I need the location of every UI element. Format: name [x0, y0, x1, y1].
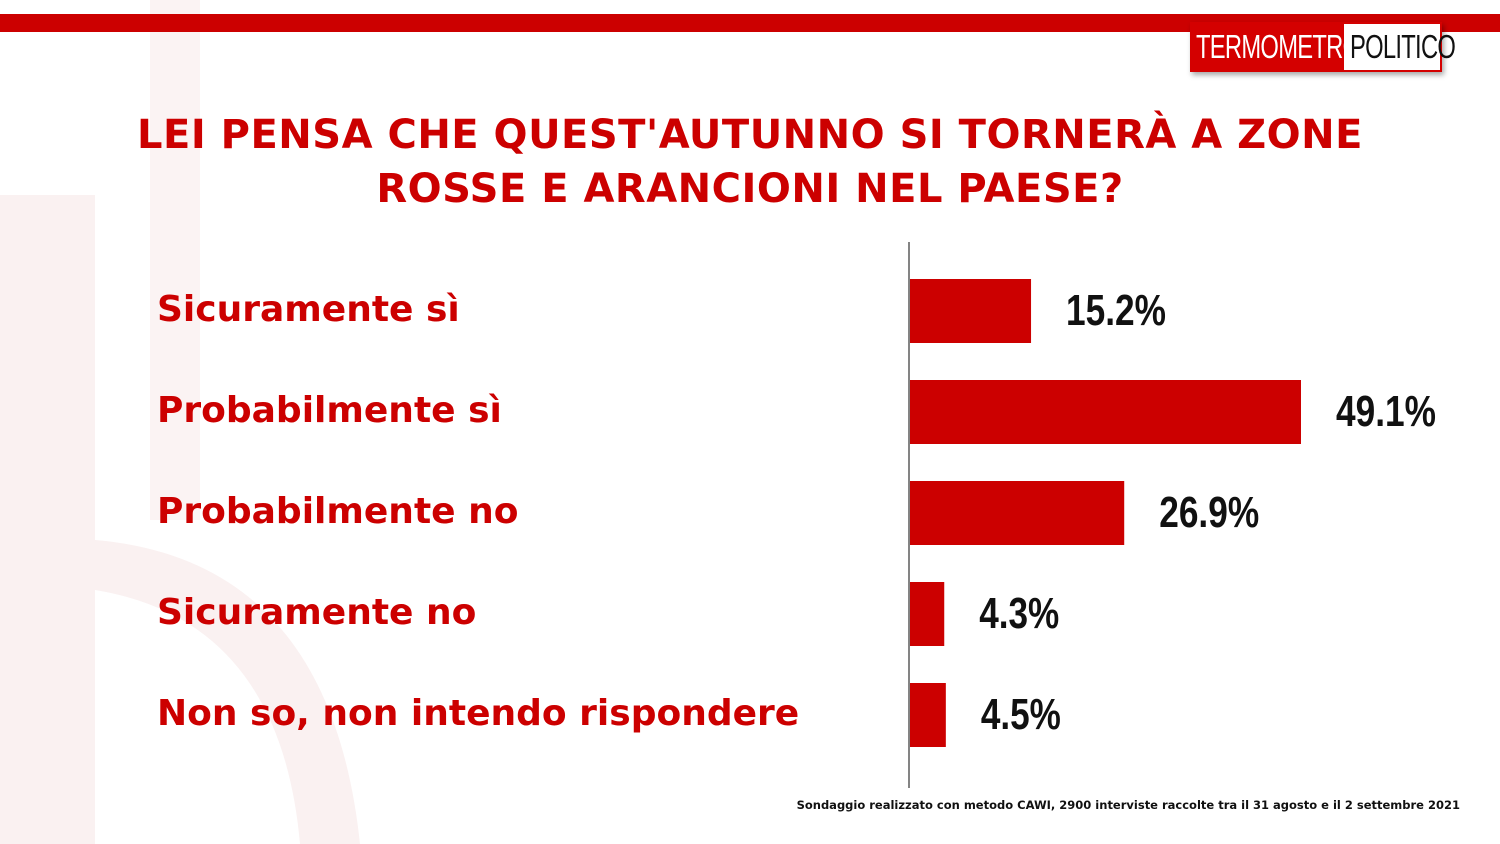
chart-title-line-1: LEI PENSA CHE QUEST'AUTUNNO SI TORNERÀ A…	[137, 112, 1363, 158]
category-label-4: Sicuramente no	[157, 592, 476, 633]
value-label-4: 4.3%	[979, 589, 1059, 638]
chart-title: LEI PENSA CHE QUEST'AUTUNNO SI TORNERÀ A…	[0, 108, 1500, 216]
bar-5	[910, 683, 946, 747]
category-label-1: Sicuramente sì	[157, 289, 460, 330]
category-label-2: Probabilmente sì	[157, 390, 502, 431]
logo-part-white: POLITICO	[1344, 22, 1456, 72]
bar-3	[910, 481, 1125, 545]
termometro-politico-logo: TERMOMETRO POLITICO	[1190, 22, 1456, 72]
category-label-3: Probabilmente no	[157, 491, 518, 532]
bar-4	[910, 582, 945, 646]
value-label-1: 15.2%	[1066, 286, 1166, 335]
logo-part-red: TERMOMETRO	[1190, 22, 1361, 72]
value-label-2: 49.1%	[1336, 387, 1436, 436]
value-label-5: 4.5%	[981, 690, 1061, 739]
survey-footnote: Sondaggio realizzato con metodo CAWI, 29…	[796, 798, 1460, 812]
category-label-5: Non so, non intendo rispondere	[157, 693, 799, 734]
chart-title-line-2: ROSSE E ARANCIONI NEL PAESE?	[376, 166, 1124, 212]
bar-1	[910, 279, 1032, 343]
bar-2	[910, 380, 1301, 444]
value-label-3: 26.9%	[1159, 488, 1259, 537]
top-red-bar	[0, 14, 1500, 32]
